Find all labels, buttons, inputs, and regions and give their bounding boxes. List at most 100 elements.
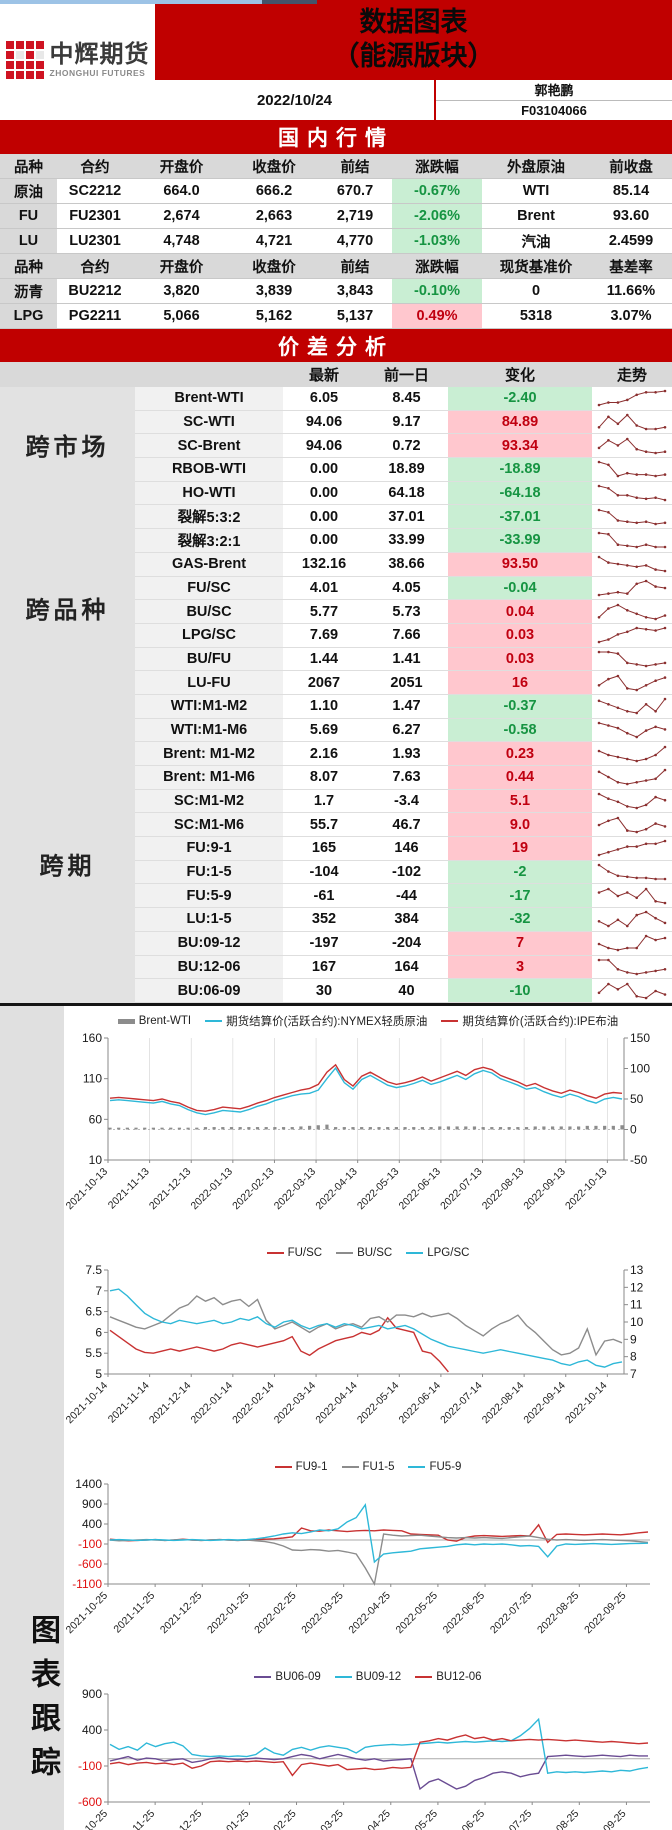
svg-text:10: 10	[630, 1315, 644, 1329]
svg-text:2022-05-14: 2022-05-14	[355, 1380, 402, 1427]
svg-text:2022-01-25: 2022-01-25	[205, 1590, 252, 1637]
svg-text:60: 60	[89, 1112, 103, 1126]
spread-row-prev: 7.63	[365, 766, 448, 790]
col-prev: 前一日	[383, 367, 429, 384]
trend-sparkline	[592, 505, 672, 530]
trend-sparkline	[592, 861, 672, 885]
row-prevsettle: 4,770	[318, 229, 392, 254]
row-variety: 原油	[0, 179, 57, 204]
spread-row-change: 93.50	[448, 552, 592, 577]
spread-row-latest: 7.69	[283, 624, 365, 648]
spread-row-change: -0.37	[448, 694, 592, 719]
spread-row-name: LU-FU	[135, 671, 283, 695]
svg-text:2022-07-13: 2022-07-13	[438, 1166, 485, 1213]
svg-text:2022-09-25: 2022-09-25	[582, 1808, 629, 1830]
spread-row-change: 0.03	[448, 647, 592, 672]
report-title-line1: 数据图表	[359, 7, 468, 38]
legend-label: FU9-1	[295, 1461, 328, 1473]
spread-row-change: -33.99	[448, 529, 592, 553]
row-close: 5,162	[230, 304, 318, 329]
row-ext-name: 汽油	[482, 229, 590, 254]
legend-label: FU/SC	[287, 1247, 323, 1259]
trend-sparkline	[592, 434, 672, 459]
spread-row-change: -32	[448, 908, 592, 932]
legend-item: BU09-12	[334, 1671, 401, 1683]
chart-legend: FU/SC BU/SC LPG/SC	[64, 1242, 672, 1264]
legend-item: FU9-1	[274, 1461, 328, 1473]
spread-row-prev: 40	[365, 979, 448, 1003]
svg-text:2021-10-13: 2021-10-13	[64, 1166, 110, 1213]
sparkline-svg	[597, 769, 667, 786]
svg-text:2022-04-25: 2022-04-25	[346, 1590, 393, 1637]
legend-line-swatch	[254, 1676, 272, 1678]
domestic-col-header: 前结	[318, 254, 392, 279]
spread-row-latest: 352	[283, 908, 365, 932]
top-accent-line-light	[0, 0, 262, 4]
svg-text:50: 50	[630, 1092, 644, 1106]
svg-text:2022-09-14: 2022-09-14	[521, 1380, 568, 1427]
svg-text:2022-08-25: 2022-08-25	[535, 1808, 582, 1830]
row-change-pct: -2.06%	[392, 204, 482, 229]
spread-row-latest: 6.05	[283, 387, 365, 411]
svg-text:-50: -50	[630, 1153, 648, 1167]
sparkline-svg	[597, 745, 667, 762]
domestic-col-header: 前收盘	[590, 154, 672, 179]
trend-sparkline	[592, 387, 672, 411]
svg-text:2022-05-25: 2022-05-25	[394, 1590, 441, 1637]
company-logo: 中辉期货 ZHONGHUI FUTURES	[0, 0, 155, 120]
charts-section: 图表跟踪 Brent-WTI 期货结算价(活跃合约):NYMEX轻质原油 期货结算价…	[0, 1006, 672, 1830]
row-variety: LPG	[0, 304, 57, 329]
spread-row-name: SC-WTI	[135, 410, 283, 435]
svg-text:2021-10-14: 2021-10-14	[64, 1380, 110, 1427]
svg-text:5.5: 5.5	[85, 1346, 102, 1360]
spread-row-change: 5.1	[448, 789, 592, 814]
row-open: 5,066	[133, 304, 230, 329]
spread-row-latest: 0.00	[283, 482, 365, 506]
spread-row-latest: -61	[283, 884, 365, 909]
svg-text:900: 900	[82, 1497, 102, 1511]
legend-item: Brent-WTI	[117, 1015, 191, 1027]
legend-line-swatch	[415, 1676, 433, 1678]
domestic-quotes-table: 品种 合约 开盘价 收盘价 前结 涨跌幅 外盘原油 前收盘 原油 SC2212 664.0 666.2…	[0, 154, 672, 329]
spread-row-prev: 1.93	[365, 742, 448, 766]
col-change: 变化	[504, 367, 535, 384]
trend-sparkline	[592, 648, 672, 672]
spread-table-header: 最新 前一日 变化 走势	[0, 362, 672, 387]
spread-row-change: 3	[448, 955, 592, 980]
spread-row-change: 0.04	[448, 600, 592, 624]
svg-text:2021-11-25: 2021-11-25	[111, 1808, 157, 1830]
legend-item: BU12-06	[415, 1671, 482, 1683]
trend-sparkline	[592, 837, 672, 861]
trend-sparkline	[592, 577, 672, 601]
legend-label: FU1-5	[362, 1461, 395, 1473]
spread-row-latest: 1.7	[283, 790, 365, 814]
report-title-line2: （能源版块）	[332, 41, 495, 71]
row-ext-value: 11.66%	[590, 279, 672, 304]
svg-text:2021-12-25: 2021-12-25	[158, 1590, 205, 1637]
spread-row-change: 9.0	[448, 813, 592, 838]
spread-row-name: FU/SC	[135, 576, 283, 601]
domestic-col-header: 合约	[57, 254, 133, 279]
row-change-pct: 0.49%	[392, 304, 482, 329]
spread-row-name: BU/SC	[135, 600, 283, 624]
spread-row-latest: 165	[283, 837, 365, 861]
row-ext-name: Brent	[482, 204, 590, 229]
spread-row-name: RBOB-WTI	[135, 458, 283, 482]
svg-text:7.5: 7.5	[85, 1264, 102, 1277]
section-divider	[0, 1003, 672, 1006]
svg-text:11: 11	[630, 1298, 643, 1312]
svg-text:2021-10-25: 2021-10-25	[64, 1590, 110, 1637]
legend-label: 期货结算价(活跃合约):NYMEX轻质原油	[226, 1016, 428, 1028]
report-header: 中辉期货 ZHONGHUI FUTURES 数据图表 （能源版块） 2022/1…	[0, 0, 672, 120]
svg-text:400: 400	[82, 1517, 102, 1531]
svg-text:2021-10-25: 2021-10-25	[64, 1808, 110, 1830]
spread-row-prev: 146	[365, 837, 448, 861]
row-contract: BU2212	[57, 279, 133, 304]
svg-text:2022-10-14: 2022-10-14	[563, 1380, 610, 1427]
svg-text:10: 10	[89, 1153, 103, 1167]
legend-label: 期货结算价(活跃合约):IPE布油	[462, 1016, 619, 1028]
spread-row-latest: 1.10	[283, 695, 365, 719]
row-ext-value: 3.07%	[590, 304, 672, 329]
spread-row-prev: 1.41	[365, 648, 448, 672]
